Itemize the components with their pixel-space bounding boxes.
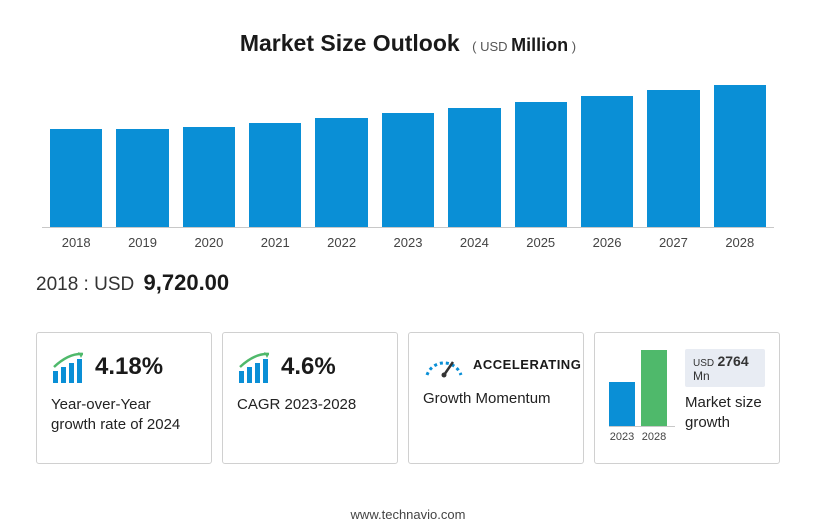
x-label: 2027 bbox=[647, 235, 699, 250]
mini-labels: 2023 2028 bbox=[609, 431, 675, 443]
bar bbox=[249, 123, 301, 227]
bar bbox=[515, 102, 567, 227]
bar-chart: 2018201920202021202220232024202520262027… bbox=[42, 75, 774, 228]
momentum-status: ACCELERATING bbox=[473, 357, 581, 372]
bar-col bbox=[647, 90, 699, 227]
mini-label-2028: 2028 bbox=[641, 431, 667, 443]
card-top: 4.6% bbox=[237, 349, 383, 385]
yoy-value: 4.18% bbox=[95, 353, 163, 381]
title-main: Market Size Outlook bbox=[240, 30, 460, 56]
title-unit-bold: Million bbox=[511, 35, 568, 55]
growth-text: Market size growth bbox=[685, 393, 765, 434]
bar-arrow-icon bbox=[51, 349, 87, 385]
title-row: Market Size Outlook ( USD Million ) bbox=[36, 30, 780, 57]
mini-bar-2028 bbox=[641, 350, 667, 426]
bar-col bbox=[183, 127, 235, 227]
badge-prefix: USD bbox=[693, 358, 714, 369]
card-momentum: ACCELERATING Growth Momentum bbox=[408, 332, 584, 464]
bars-row bbox=[42, 75, 774, 227]
bar bbox=[647, 90, 699, 227]
bar bbox=[714, 85, 766, 228]
x-label: 2021 bbox=[249, 235, 301, 250]
bar bbox=[382, 113, 434, 228]
mini-bar-2023 bbox=[609, 382, 635, 426]
bar bbox=[183, 127, 235, 227]
speedometer-icon bbox=[423, 349, 465, 379]
card-yoy-growth: 4.18% Year-over-Year growth rate of 2024 bbox=[36, 332, 212, 464]
bar-col bbox=[714, 85, 766, 228]
mini-label-2023: 2023 bbox=[609, 431, 635, 443]
title-unit-prefix: ( USD bbox=[472, 39, 507, 54]
x-label: 2019 bbox=[116, 235, 168, 250]
callout-value: 9,720.00 bbox=[144, 270, 230, 295]
card-cagr: 4.6% CAGR 2023-2028 bbox=[222, 332, 398, 464]
mini-left: 2023 2028 bbox=[609, 349, 675, 449]
mini-bar-chart bbox=[609, 349, 675, 427]
callout-label: 2018 : USD bbox=[36, 274, 134, 295]
title-unit: ( USD Million ) bbox=[472, 39, 576, 54]
cards-row: 4.18% Year-over-Year growth rate of 2024… bbox=[36, 332, 780, 464]
bar-col bbox=[315, 118, 367, 227]
bar-col bbox=[116, 129, 168, 227]
bar-col bbox=[448, 108, 500, 227]
title-unit-suffix: ) bbox=[572, 39, 576, 54]
card-top: ACCELERATING bbox=[423, 349, 569, 379]
card-market-growth: 2023 2028 USD 2764 Mn Market size growth bbox=[594, 332, 780, 464]
bar-col bbox=[382, 113, 434, 228]
mini-right: USD 2764 Mn Market size growth bbox=[685, 349, 765, 449]
cagr-text: CAGR 2023-2028 bbox=[237, 395, 383, 415]
x-label: 2018 bbox=[50, 235, 102, 250]
x-label: 2023 bbox=[382, 235, 434, 250]
bar-col bbox=[515, 102, 567, 227]
x-label: 2026 bbox=[581, 235, 633, 250]
callout-row: 2018 : USD 9,720.00 bbox=[36, 270, 780, 296]
bar bbox=[50, 129, 102, 227]
yoy-text: Year-over-Year growth rate of 2024 bbox=[51, 395, 197, 436]
x-label: 2020 bbox=[183, 235, 235, 250]
bar-col bbox=[50, 129, 102, 227]
cagr-value: 4.6% bbox=[281, 353, 336, 381]
bar bbox=[116, 129, 168, 227]
infographic-container: Market Size Outlook ( USD Million ) 2018… bbox=[0, 0, 816, 528]
bar-arrow-icon bbox=[237, 349, 273, 385]
badge-suffix: Mn bbox=[693, 369, 710, 383]
card4-body: 2023 2028 USD 2764 Mn Market size growth bbox=[609, 349, 765, 449]
growth-badge: USD 2764 Mn bbox=[685, 349, 765, 387]
x-label: 2024 bbox=[448, 235, 500, 250]
x-label: 2028 bbox=[714, 235, 766, 250]
card-top: 4.18% bbox=[51, 349, 197, 385]
bar bbox=[448, 108, 500, 227]
bar-col bbox=[581, 96, 633, 227]
x-label: 2025 bbox=[515, 235, 567, 250]
bar bbox=[315, 118, 367, 227]
labels-row: 2018 2019 2020 2021 2022 2023 2024 2025 2026 2027… bbox=[42, 227, 774, 250]
bar-col bbox=[249, 123, 301, 227]
bar bbox=[581, 96, 633, 227]
momentum-text: Growth Momentum bbox=[423, 389, 569, 409]
footer-url: www.technavio.com bbox=[0, 507, 816, 522]
x-label: 2022 bbox=[315, 235, 367, 250]
badge-value: 2764 bbox=[717, 353, 748, 369]
